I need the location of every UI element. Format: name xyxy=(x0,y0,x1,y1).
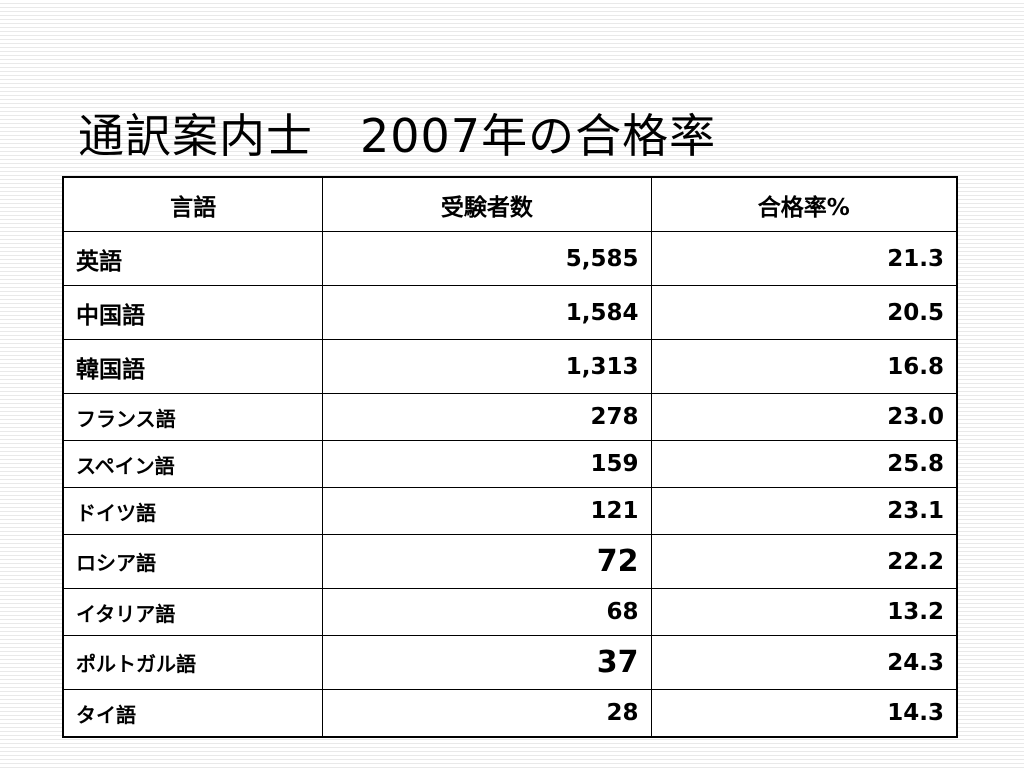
table-row: フランス語 278 23.0 xyxy=(62,393,958,441)
language-cell: タイ語 xyxy=(62,689,324,738)
header-language: 言語 xyxy=(62,176,324,232)
pass-rate-cell: 23.0 xyxy=(650,393,958,441)
examinees-cell: 278 xyxy=(322,393,652,441)
table-row: 英語 5,585 21.3 xyxy=(62,231,958,286)
table-row: イタリア語 68 13.2 xyxy=(62,588,958,636)
table-row: ロシア語 72 22.2 xyxy=(62,534,958,589)
examinees-cell: 28 xyxy=(322,689,652,738)
table-row: 中国語 1,584 20.5 xyxy=(62,285,958,340)
pass-rate-cell: 14.3 xyxy=(650,689,958,738)
examinees-cell: 1,313 xyxy=(322,339,652,394)
pass-rate-cell: 25.8 xyxy=(650,440,958,488)
table-row: スペイン語 159 25.8 xyxy=(62,440,958,488)
language-cell: 中国語 xyxy=(62,285,324,340)
pass-rate-cell: 21.3 xyxy=(650,231,958,286)
language-cell: ポルトガル語 xyxy=(62,635,324,690)
table-header-row: 言語 受験者数 合格率% xyxy=(62,176,958,232)
language-cell: スペイン語 xyxy=(62,440,324,488)
pass-rate-cell: 13.2 xyxy=(650,588,958,636)
language-cell: イタリア語 xyxy=(62,588,324,636)
language-cell: ドイツ語 xyxy=(62,487,324,535)
pass-rate-table: 言語 受験者数 合格率% 英語 5,585 21.3 中国語 1,584 20.… xyxy=(62,176,958,738)
table-row: ポルトガル語 37 24.3 xyxy=(62,635,958,690)
examinees-cell: 68 xyxy=(322,588,652,636)
table-row: 韓国語 1,313 16.8 xyxy=(62,339,958,394)
language-cell: フランス語 xyxy=(62,393,324,441)
pass-rate-cell: 23.1 xyxy=(650,487,958,535)
pass-rate-cell: 24.3 xyxy=(650,635,958,690)
pass-rate-cell: 20.5 xyxy=(650,285,958,340)
pass-rate-cell: 22.2 xyxy=(650,534,958,589)
slide-title: 通訳案内士 2007年の合格率 xyxy=(78,109,717,163)
header-examinees: 受験者数 xyxy=(322,176,652,232)
table-row: タイ語 28 14.3 xyxy=(62,689,958,738)
pass-rate-cell: 16.8 xyxy=(650,339,958,394)
table-row: ドイツ語 121 23.1 xyxy=(62,487,958,535)
examinees-cell: 72 xyxy=(322,534,652,589)
language-cell: 韓国語 xyxy=(62,339,324,394)
language-cell: ロシア語 xyxy=(62,534,324,589)
examinees-cell: 121 xyxy=(322,487,652,535)
examinees-cell: 159 xyxy=(322,440,652,488)
examinees-cell: 1,584 xyxy=(322,285,652,340)
examinees-cell: 5,585 xyxy=(322,231,652,286)
language-cell: 英語 xyxy=(62,231,324,286)
examinees-cell: 37 xyxy=(322,635,652,690)
header-pass-rate: 合格率% xyxy=(650,176,958,232)
